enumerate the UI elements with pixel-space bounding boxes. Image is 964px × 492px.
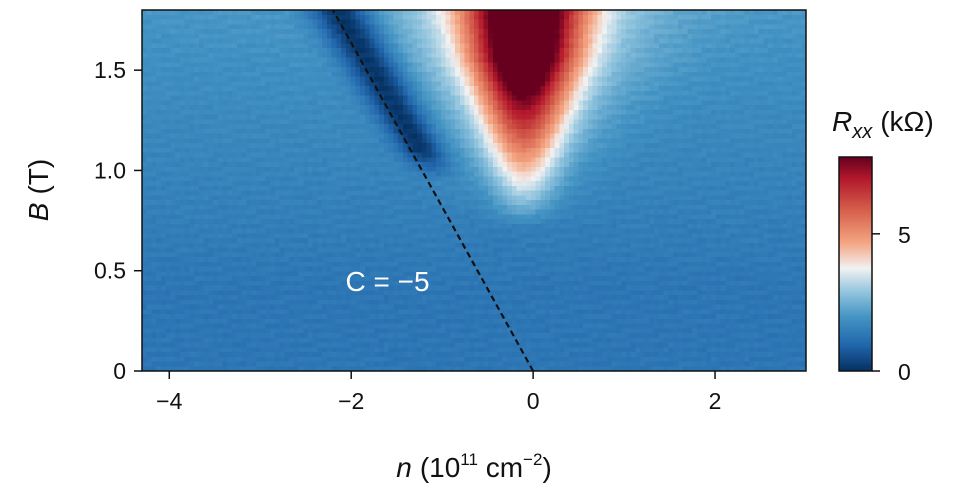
x-axis-unit-exp: 11 [460, 450, 478, 469]
x-axis-unit-exp2: −2 [523, 450, 542, 469]
colorbar-unit: (kΩ) [880, 106, 934, 137]
x-tick-label: 0 [527, 388, 540, 414]
x-axis-unit-pre: (10 [420, 452, 460, 483]
colorbar-ticks: 05 [872, 222, 911, 385]
y-tick-label: 1.5 [94, 57, 126, 83]
y-axis-unit: (T) [23, 159, 54, 195]
y-tick-label: 0 [113, 358, 126, 384]
y-axis-ticks: 0 0.5 1.0 1.5 [94, 57, 142, 384]
colorbar-tick-label: 5 [898, 222, 911, 248]
chern-number-annotation: C = −5 [346, 266, 430, 297]
colorbar-subscript: xx [851, 121, 873, 143]
y-tick-label: 0.5 [94, 258, 126, 284]
x-axis-label: n (1011 cm−2) [396, 450, 552, 483]
y-tick-label: 1.0 [94, 157, 126, 183]
heatmap-plot-area [142, 10, 806, 371]
colorbar-frame [838, 156, 873, 372]
x-axis-unit-mid: cm [478, 452, 523, 483]
x-axis-unit-post: ) [542, 452, 551, 483]
x-axis-ticks: −4 −2 0 2 [156, 371, 721, 414]
y-axis-label: B (T) [23, 159, 54, 221]
chern-line-dashed [332, 9, 535, 372]
x-tick-label: −4 [156, 388, 182, 414]
x-axis-variable: n [396, 452, 412, 483]
y-axis-variable: B [23, 203, 54, 222]
colorbar-tick-label: 0 [898, 359, 911, 385]
colorbar-label: Rxx (kΩ) [832, 106, 934, 143]
colorbar-variable: R [832, 106, 852, 137]
x-tick-label: −2 [338, 388, 364, 414]
colorbar-gradient [839, 157, 872, 371]
plot-frame [141, 9, 807, 372]
x-tick-label: 2 [709, 388, 722, 414]
